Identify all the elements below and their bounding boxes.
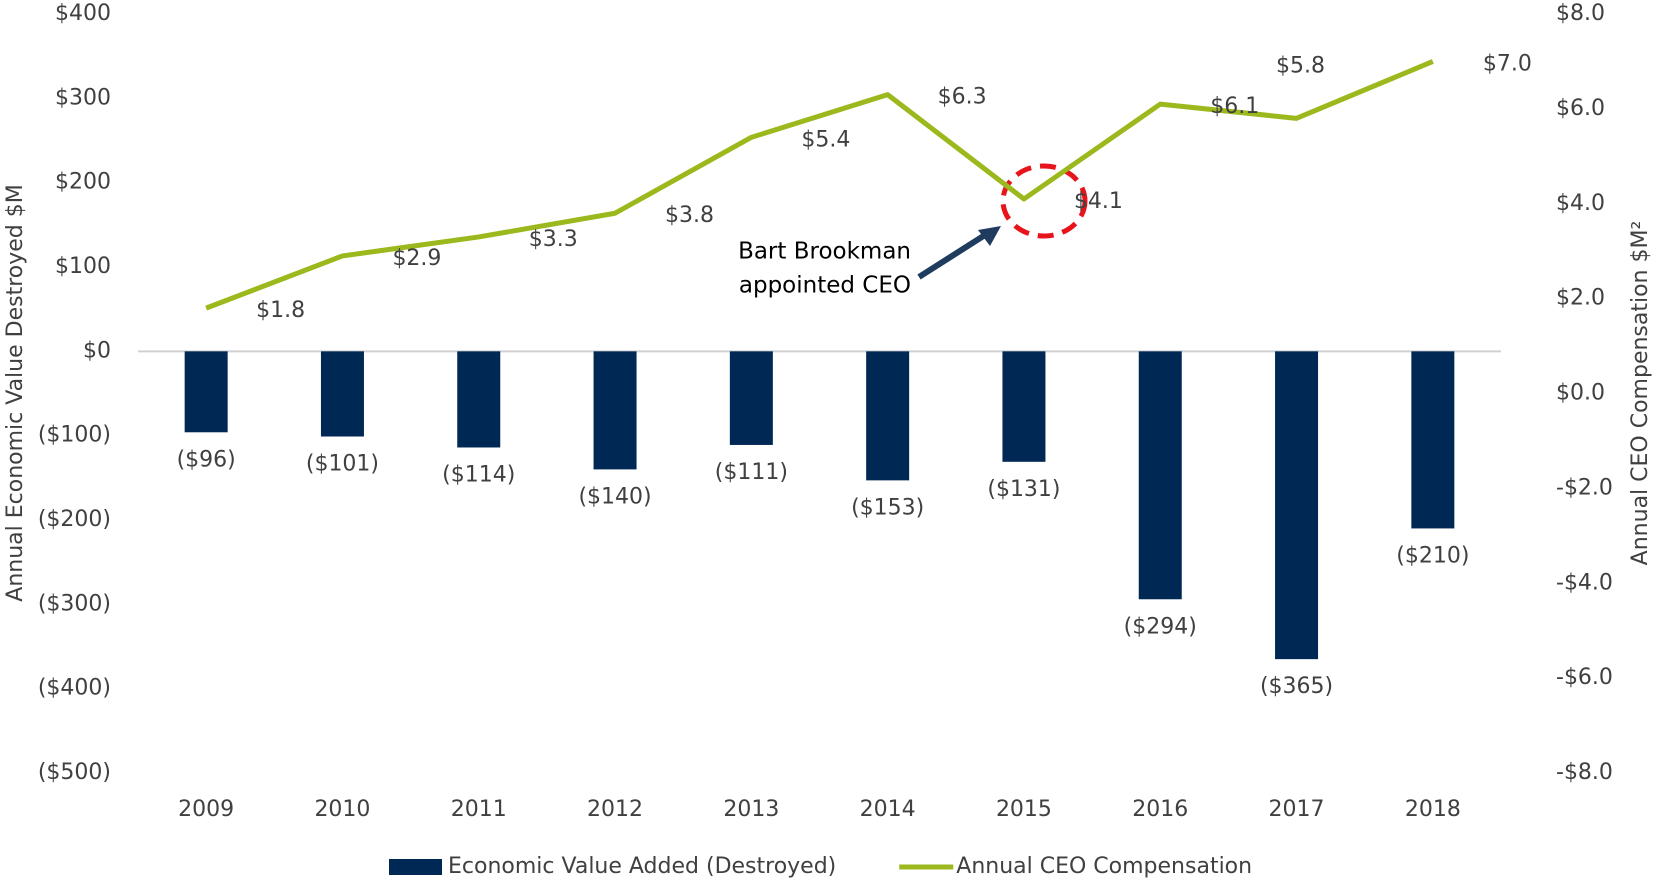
y-tick-label: ($200): [38, 507, 111, 532]
line-value-label: $3.8: [665, 203, 714, 228]
line-value-label: $6.1: [1210, 94, 1259, 119]
y-tick-label: $300: [55, 85, 111, 110]
bar-value-label: ($131): [987, 477, 1060, 502]
x-tick-label: 2014: [860, 797, 916, 822]
y-tick-label: ($500): [38, 760, 111, 785]
annotation: Bart Brookman: [738, 239, 911, 265]
bar: [1002, 351, 1046, 462]
y-tick-label: ($400): [38, 676, 111, 701]
bar: [593, 351, 637, 470]
y2-tick-label: -$6.0: [1556, 665, 1613, 690]
y-tick-label: $0: [83, 338, 111, 363]
bar-value-label: ($140): [578, 484, 651, 509]
bar-value-label: ($294): [1124, 614, 1197, 639]
bar-value-label: ($365): [1260, 674, 1333, 699]
bar: [1138, 351, 1182, 600]
x-tick-label: 2009: [178, 797, 234, 822]
x-tick-label: 2016: [1132, 797, 1188, 822]
x-tick-label: 2013: [723, 797, 779, 822]
x-tick-label: 2011: [451, 797, 507, 822]
bar: [457, 351, 501, 448]
x-tick-label: 2018: [1405, 797, 1461, 822]
bar-value-label: ($101): [306, 452, 379, 477]
bar: [729, 351, 773, 445]
x-tick-label: 2012: [587, 797, 643, 822]
line-value-label: $2.9: [392, 246, 441, 271]
y2-tick-label: -$4.0: [1556, 570, 1613, 595]
y2-tick-label: $6.0: [1556, 96, 1605, 121]
y-tick-label: $100: [55, 254, 111, 279]
arrow-head: [978, 226, 1001, 246]
y-tick-label: ($100): [38, 423, 111, 448]
line-value-label: $6.3: [938, 85, 987, 110]
y2-tick-label: -$8.0: [1556, 760, 1613, 785]
bar-value-label: ($114): [442, 462, 515, 487]
highlight-circle: [1000, 163, 1088, 239]
arrow-shaft: [917, 232, 987, 280]
y2-tick-label: $2.0: [1556, 286, 1605, 311]
bar-value-label: ($153): [851, 495, 924, 520]
x-tick-label: 2017: [1269, 797, 1325, 822]
y2-tick-label: $8.0: [1556, 1, 1605, 26]
bar-value-label: ($96): [177, 447, 236, 472]
y-axis-title: Annual Economic Value Destroyed $M: [3, 184, 28, 601]
legend-swatch: [389, 859, 442, 875]
legend-label: Annual CEO Compensation: [956, 854, 1252, 879]
line-series: [205, 59, 1434, 311]
y-tick-label: $400: [55, 1, 111, 26]
annotation: appointed CEO: [739, 273, 911, 299]
bar: [1411, 351, 1455, 529]
y2-tick-label: -$2.0: [1556, 475, 1613, 500]
x-tick-label: 2015: [996, 797, 1052, 822]
bar: [320, 351, 364, 437]
bar: [184, 351, 228, 433]
line-value-label: $4.1: [1074, 189, 1123, 214]
line-value-label: $1.8: [256, 298, 305, 323]
line-value-label: $5.8: [1276, 53, 1325, 78]
bar-value-label: ($111): [715, 460, 788, 485]
legend-label: Economic Value Added (Destroyed): [448, 854, 836, 879]
y2-axis-title: Annual CEO Compensation $M²: [1628, 221, 1653, 566]
x-tick-label: 2010: [314, 797, 370, 822]
y2-tick-label: $0.0: [1556, 381, 1605, 406]
bar-value-label: ($210): [1396, 543, 1469, 568]
bar: [1275, 351, 1319, 660]
line-value-label: $5.4: [801, 127, 850, 152]
line-value-label: $3.3: [529, 227, 578, 252]
y2-tick-label: $4.0: [1556, 191, 1605, 216]
line-value-label: $7.0: [1483, 51, 1532, 76]
y-tick-label: ($300): [38, 591, 111, 616]
y-tick-label: $200: [55, 170, 111, 195]
bar: [866, 351, 910, 481]
